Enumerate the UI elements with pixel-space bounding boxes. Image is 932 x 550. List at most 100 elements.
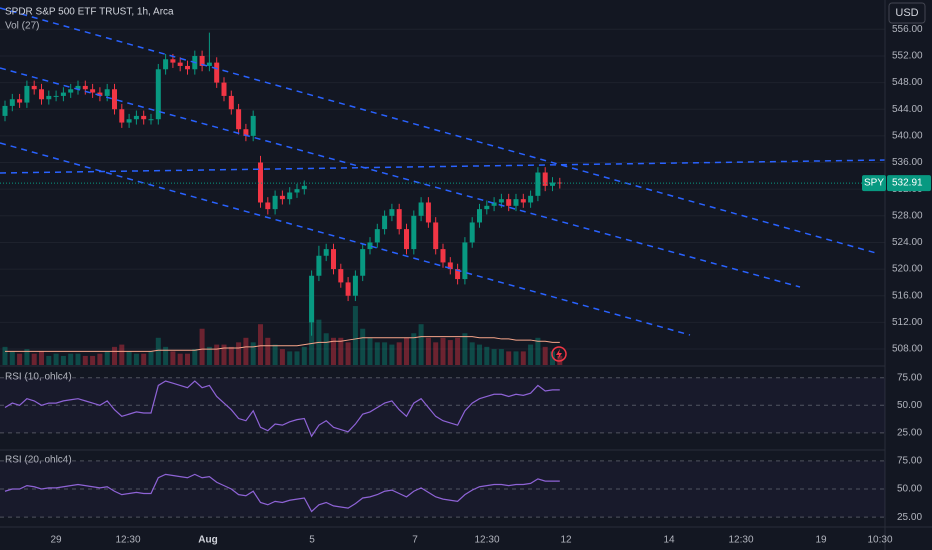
volume-bar	[9, 351, 15, 365]
candle-body	[528, 195, 534, 203]
volume-bar	[491, 349, 497, 365]
volume-bar	[141, 353, 147, 365]
x-tick-label: 12	[560, 535, 572, 546]
volume-bar	[39, 351, 44, 365]
currency-button[interactable]	[888, 2, 926, 24]
rsi-title: RSI (20, ohlc4)	[5, 455, 72, 466]
volume-bar	[126, 351, 132, 365]
candle-body	[185, 65, 190, 70]
candle-body	[360, 249, 366, 276]
volume-bar	[396, 342, 402, 365]
candle-body	[477, 209, 482, 223]
volume-bar	[360, 328, 366, 365]
candle-body	[418, 202, 424, 216]
rsi-line	[4, 473, 560, 513]
y-tick-label: 75.00	[897, 372, 922, 383]
candle-body	[367, 242, 373, 250]
candle-body	[90, 89, 96, 93]
candle-body	[411, 215, 417, 250]
candle-body	[141, 115, 147, 120]
volume-bar	[2, 346, 8, 365]
candle-body	[484, 205, 490, 210]
x-tick-label: 5	[309, 535, 315, 546]
y-tick-label: 50.00	[897, 484, 922, 495]
currency-label[interactable]: USD	[895, 7, 918, 19]
candle-body	[287, 192, 293, 200]
candle-body	[374, 229, 380, 243]
trend-lines	[0, 7, 886, 336]
volume-bar	[440, 337, 446, 365]
volume-bar	[236, 342, 242, 365]
volume-bar	[528, 344, 534, 365]
rsi-line	[4, 380, 560, 438]
volume-bar	[331, 337, 336, 365]
candle-body	[425, 202, 431, 223]
grid	[0, 28, 885, 350]
candle-body	[279, 195, 285, 200]
candle-body	[119, 109, 125, 123]
candle-body	[316, 255, 322, 276]
x-tick-label: 19	[815, 535, 827, 546]
candle-body	[170, 59, 176, 63]
volume-bar	[250, 342, 256, 365]
candle-body	[214, 62, 220, 83]
candle-body	[236, 109, 242, 130]
candle-body	[60, 92, 66, 96]
candle-body	[206, 62, 212, 66]
volume-ma	[5, 336, 560, 352]
candle-body	[9, 99, 15, 106]
volume-bar	[520, 351, 526, 365]
volume-bar	[243, 337, 249, 365]
x-tick-label: 29	[50, 535, 62, 546]
candle-body	[462, 242, 468, 280]
candle-body	[447, 262, 453, 270]
candle-body	[24, 85, 30, 103]
volume-bar	[279, 349, 285, 365]
candle-body	[491, 202, 497, 206]
volume-bar	[170, 351, 176, 365]
alert-circle[interactable]	[551, 346, 567, 362]
volume-bar	[323, 333, 329, 365]
volume-bar	[214, 344, 220, 365]
candle-body	[31, 85, 37, 90]
volume-bar	[484, 346, 490, 365]
candle-body	[104, 89, 110, 96]
volume-bar	[374, 342, 380, 365]
volume-bar	[112, 346, 117, 365]
candle-body	[513, 199, 519, 206]
alert-icon[interactable]	[551, 346, 567, 362]
volume-bar	[367, 337, 373, 365]
volume-bar	[228, 346, 234, 365]
candle-body	[323, 249, 329, 256]
candle-body	[155, 69, 161, 120]
symbol-tag-label: SPY	[864, 178, 884, 189]
volume-bar	[352, 306, 358, 365]
y-tick-label: 25.00	[897, 512, 922, 523]
y-tick-label: 512.00	[892, 317, 923, 328]
volume-bar	[17, 353, 23, 365]
last-price-tag	[887, 175, 931, 192]
y-tick-label: 528.00	[892, 210, 923, 221]
candle-body	[39, 89, 44, 100]
volume-bar	[287, 351, 293, 365]
volume-bar	[133, 353, 139, 365]
volume-bar	[177, 353, 183, 365]
candle-body	[126, 119, 132, 123]
y-tick-label: 25.00	[897, 428, 922, 439]
y-tick-label: 50.00	[897, 400, 922, 411]
volume-bar	[31, 353, 37, 365]
alert-bolt[interactable]	[556, 349, 562, 359]
candle-body	[520, 199, 526, 203]
volume-bar	[498, 349, 504, 365]
candle-body	[82, 85, 88, 90]
candle-body	[396, 209, 402, 230]
candle-body	[550, 182, 555, 186]
candle-body	[243, 129, 249, 136]
y-tick-label: 548.00	[892, 77, 923, 88]
candle-body	[294, 189, 300, 193]
x-tick-label: 14	[663, 535, 675, 546]
volume-bar	[24, 349, 30, 365]
y-tick-label: 544.00	[892, 104, 923, 115]
